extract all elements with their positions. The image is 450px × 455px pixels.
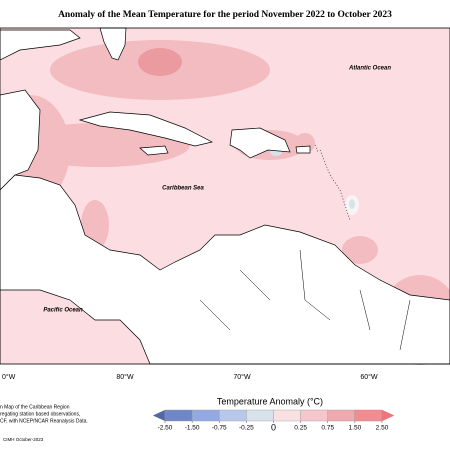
ocean-label: Pacific Ocean	[43, 308, 83, 314]
lesser-antilles	[314, 144, 351, 221]
legend-title: Temperature Anomaly (°C)	[217, 396, 323, 406]
puerto-rico	[295, 145, 311, 154]
legend-arrow	[381, 409, 395, 422]
longitude-label: 0°W	[2, 373, 16, 381]
anomaly-patch	[138, 48, 182, 76]
legend-arrow	[152, 409, 166, 422]
legend-tick-label: 0	[271, 422, 276, 432]
map-frame	[0, 27, 450, 365]
longitude-label: 70°W	[233, 373, 251, 381]
jamaica	[139, 145, 169, 156]
legend-tick-label: 1.50	[349, 425, 362, 432]
legend-bin	[300, 409, 328, 422]
longitude-label: 60°W	[360, 373, 378, 381]
legend-tick-label: 0.75	[321, 425, 334, 432]
anomaly-patch	[349, 199, 355, 209]
legend-bin	[246, 409, 274, 422]
footnote: n Map of the Caribbean Region	[0, 404, 70, 410]
legend-tick-label: -0.75	[212, 425, 227, 432]
legend-bin	[219, 409, 247, 422]
legend-bin	[354, 409, 383, 422]
legend-tick-label: -2.50	[158, 425, 173, 432]
cuba	[78, 111, 213, 147]
legend: -2.50 -1.50 -0.75 -0.25 0 0.25 0.75 1.50 2.50	[152, 409, 395, 432]
hispaniola	[229, 127, 291, 159]
borders	[199, 249, 411, 351]
footnote: CF, with NCEP/NCAR Reanalysis Data.	[0, 418, 88, 424]
legend-tick-label: 2.50	[376, 425, 389, 432]
legend-bin	[273, 409, 301, 422]
anomaly-patch	[342, 236, 378, 264]
map: Atlantic Ocean Caribbean Sea Pacific Oce…	[0, 27, 450, 365]
legend-bin	[164, 409, 193, 422]
sea-label: Caribbean Sea	[162, 186, 204, 192]
footnote: regating station based observations,	[0, 411, 80, 417]
legend-bin	[327, 409, 356, 422]
credit: CIMH October-2023	[3, 437, 44, 442]
title: Anomaly of the Mean Temperature for the …	[58, 10, 392, 20]
legend-tick-label: -1.50	[185, 425, 200, 432]
us-gulf-coast	[0, 29, 81, 61]
legend-bin	[191, 409, 220, 422]
longitude-label: 80°W	[116, 373, 134, 381]
legend-tick-label: 0.25	[294, 425, 307, 432]
central-and-south-america	[0, 174, 450, 365]
yucatan	[0, 89, 41, 364]
legend-tick-label: -0.25	[239, 425, 254, 432]
ocean-label: Atlantic Ocean	[348, 66, 391, 72]
